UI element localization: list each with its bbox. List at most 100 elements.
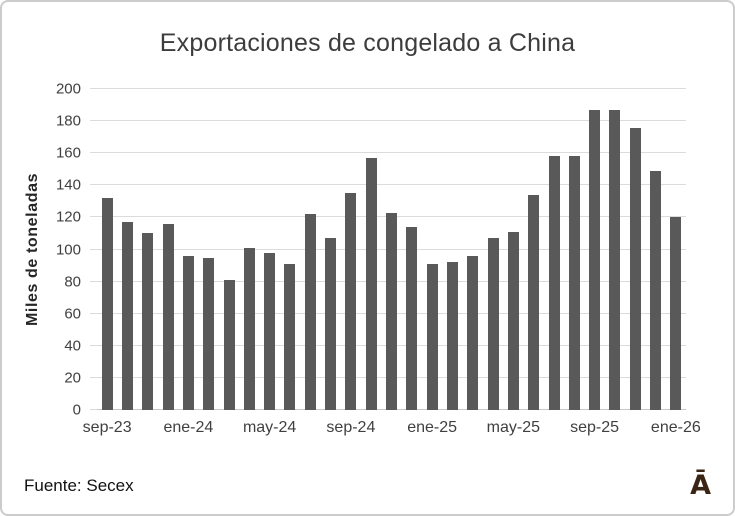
bar-slot (219, 89, 239, 410)
bar-slot (564, 89, 584, 410)
bar-nov-25 (629, 127, 641, 410)
bar-slot (544, 89, 564, 410)
plot-area (90, 88, 686, 410)
bar-sep-25 (589, 109, 601, 410)
bar-nov-23 (142, 233, 154, 410)
y-tick-label: 160 (55, 144, 81, 162)
bar-slot (320, 89, 340, 410)
bar-slot (605, 89, 625, 410)
bar-slot (381, 89, 401, 410)
bar-slot (138, 89, 158, 410)
bar-slot (97, 89, 117, 410)
bar-jul-25 (548, 156, 560, 410)
bar-jul-24 (304, 214, 316, 410)
y-tick-mark (90, 248, 97, 250)
bar-slot (280, 89, 300, 410)
y-tick-label: 100 (55, 241, 81, 258)
chart-title: Exportaciones de congelado a China (159, 29, 576, 57)
bar-slot (117, 89, 137, 410)
y-tick-mark (90, 312, 97, 314)
bar-may-24 (264, 252, 276, 410)
y-axis-labels: 0 20 40 60 80 100 120 140 160 180 200 (2, 81, 97, 419)
y-tick-mark (90, 152, 97, 154)
x-tick-label: ene-26 (650, 419, 701, 436)
bar-sep-23 (101, 198, 113, 410)
y-tick-label: 40 (64, 337, 81, 355)
y-tick-label: 200 (55, 80, 81, 98)
bar-slot (158, 89, 178, 410)
bar-dic-23 (162, 223, 174, 410)
x-tick-label: may-25 (486, 419, 541, 436)
bar-ago-24 (325, 238, 337, 410)
y-tick-label: 120 (55, 208, 81, 226)
y-tick-label: 60 (64, 305, 81, 323)
y-tick-mark (90, 216, 97, 218)
x-tick-label: ene-24 (163, 419, 214, 436)
bars-row (97, 89, 686, 410)
gridline (97, 152, 686, 154)
bar-feb-24 (203, 257, 215, 410)
y-tick-label: 0 (72, 401, 81, 419)
bar-slot (442, 89, 462, 410)
bar-slot (178, 89, 198, 410)
y-tick-label: 180 (55, 112, 81, 130)
bar-slot (585, 89, 605, 410)
bar-slot (260, 89, 280, 410)
x-tick-label: ene-25 (407, 419, 458, 436)
bar-slot (645, 89, 665, 410)
bar-slot (666, 89, 686, 410)
bar-slot (239, 89, 259, 410)
gridline (97, 88, 686, 89)
x-tick-label: may-24 (242, 419, 297, 436)
bar-jun-24 (284, 263, 296, 410)
bar-slot (341, 89, 361, 410)
bar-slot (300, 89, 320, 410)
y-tick-mark (90, 280, 97, 282)
y-tick-mark (90, 409, 97, 410)
y-tick-mark (90, 88, 97, 89)
bar-slot (503, 89, 523, 410)
logo-a-macron-icon: Ā (690, 469, 711, 501)
bar-oct-25 (609, 109, 621, 410)
bar-ago-25 (568, 156, 580, 410)
bar-abr-24 (243, 247, 255, 410)
bar-ene-26 (670, 217, 682, 410)
bar-may-25 (507, 231, 519, 410)
bar-sep-24 (345, 193, 357, 410)
y-tick-mark (90, 376, 97, 378)
bar-slot (361, 89, 381, 410)
y-tick-mark (90, 344, 97, 346)
bar-ene-25 (426, 263, 438, 410)
bar-oct-23 (121, 222, 133, 410)
y-tick-label: 80 (64, 273, 81, 291)
bar-slot (524, 89, 544, 410)
x-tick-label: sep-24 (326, 419, 376, 436)
x-axis-labels: sep-23 ene-24 may-24 sep-24 ene-25 may-25 sep-… (83, 419, 701, 443)
bar-nov-24 (386, 212, 398, 410)
gridline (97, 184, 686, 186)
bar-dic-24 (406, 227, 418, 410)
bar-slot (199, 89, 219, 410)
source-label: Fuente: Secex (24, 476, 134, 495)
bar-oct-24 (365, 158, 377, 410)
bar-mar-25 (467, 255, 479, 410)
bar-slot (402, 89, 422, 410)
y-tick-label: 140 (55, 176, 81, 194)
y-tick-mark (90, 120, 97, 122)
bar-abr-25 (487, 238, 499, 410)
bar-slot (422, 89, 442, 410)
bar-slot (463, 89, 483, 410)
x-tick-label: sep-23 (82, 419, 132, 436)
bar-mar-24 (223, 280, 235, 410)
bar-jun-25 (528, 194, 540, 410)
y-tick-mark (90, 184, 97, 186)
bar-ene-24 (182, 255, 194, 410)
bar-dic-25 (650, 170, 662, 410)
bar-feb-25 (446, 262, 458, 410)
bar-slot (483, 89, 503, 410)
y-tick-label: 20 (64, 369, 81, 387)
bar-slot (625, 89, 645, 410)
x-tick-label: sep-25 (570, 419, 620, 436)
gridline (97, 120, 686, 122)
